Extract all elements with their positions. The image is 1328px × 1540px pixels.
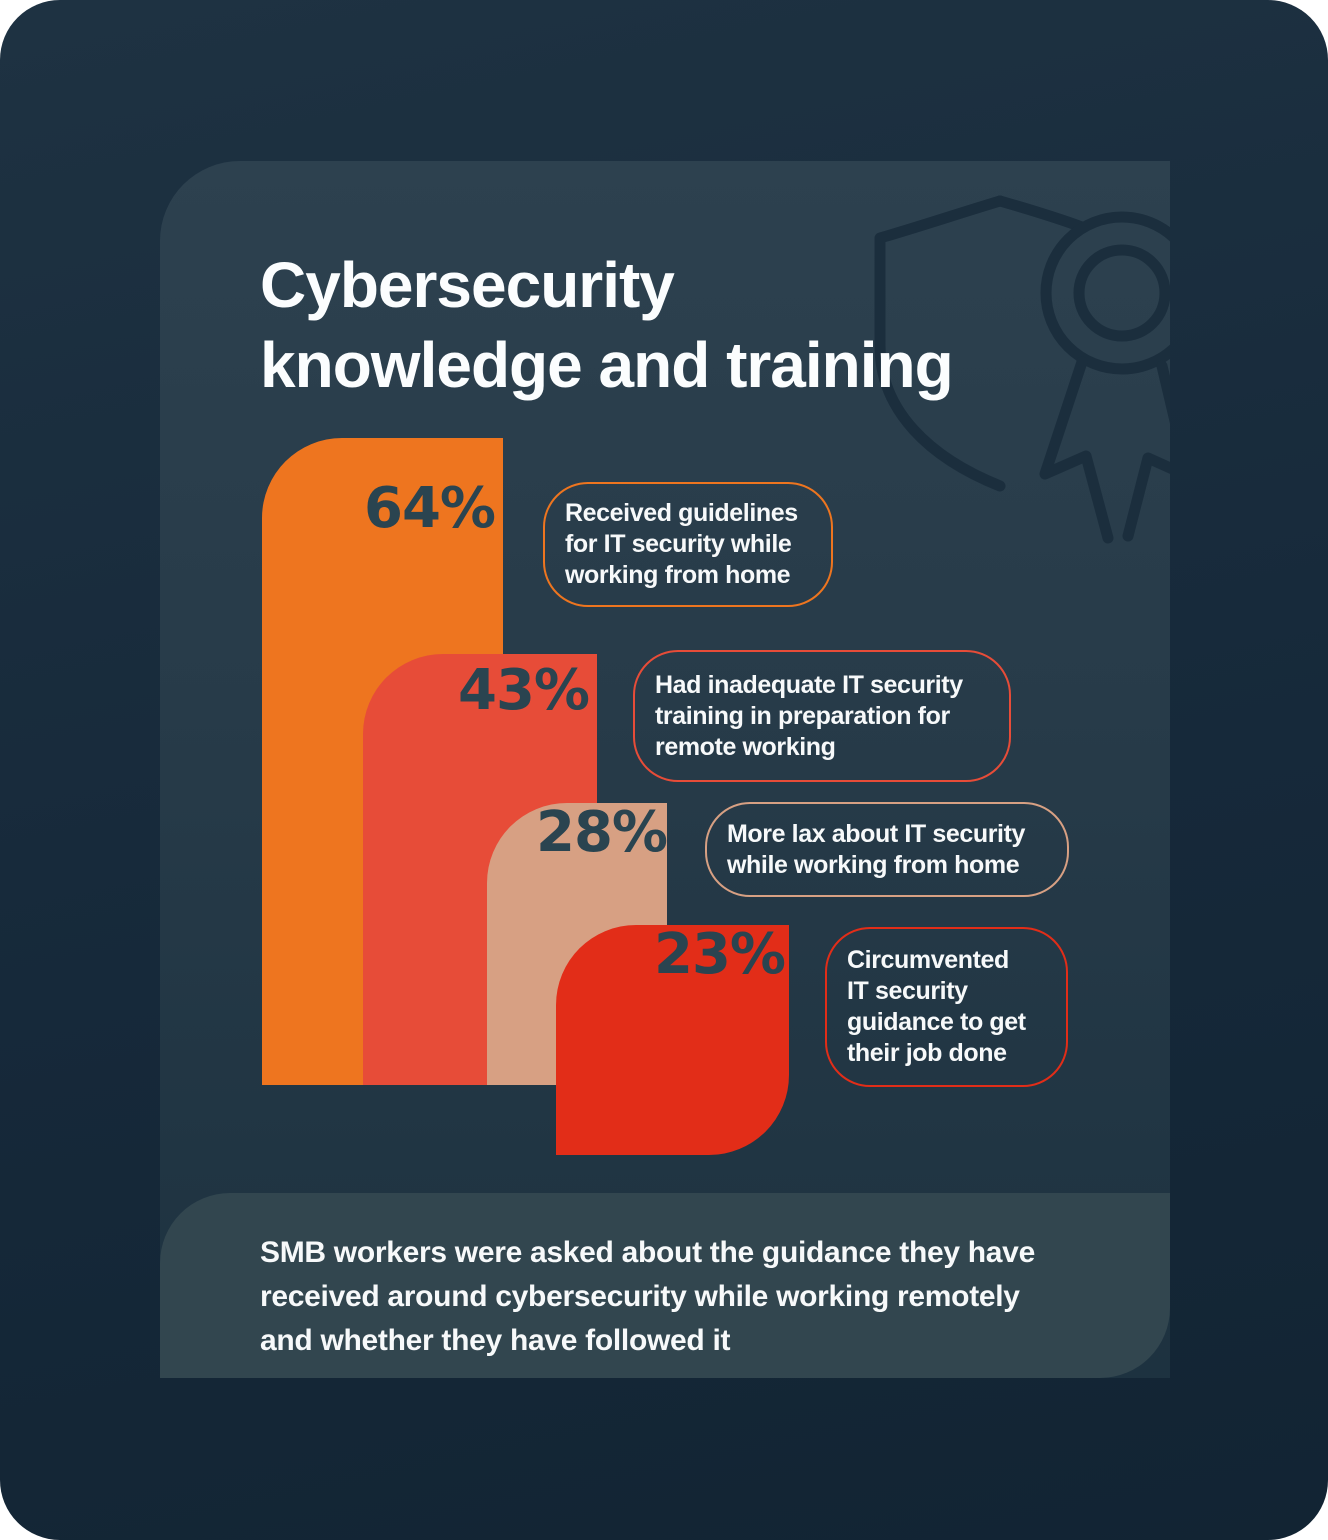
callout-inadequate-training: Had inadequate IT security training in p… [633,650,1011,782]
callout-circumvented-text: Circumvented IT security guidance to get… [847,946,1026,1067]
callout-more-lax-text: More lax about IT security while working… [727,819,1026,879]
value-label-64: 64% [364,476,496,541]
footer-note-text: SMB workers were asked about the guidanc… [260,1236,1035,1357]
callout-received-guidelines-text: Received guidelines for IT security whil… [565,499,798,589]
value-label-23: 23% [654,922,786,987]
callout-circumvented: Circumvented IT security guidance to get… [825,927,1068,1087]
page-title: Cybersecurity knowledge and training [260,249,954,401]
value-label-43: 43% [458,658,590,723]
callout-inadequate-training-text: Had inadequate IT security training in p… [655,670,963,761]
callout-more-lax: More lax about IT security while working… [705,802,1069,897]
chart-panel: Cybersecurity knowledge and training 64%… [160,161,1170,1378]
callout-received-guidelines: Received guidelines for IT security whil… [543,482,833,607]
value-label-28: 28% [536,800,668,865]
bar-23-percent [556,925,789,1155]
shield-award-icon [874,195,1170,544]
footer-note: SMB workers were asked about the guidanc… [160,1193,1170,1378]
